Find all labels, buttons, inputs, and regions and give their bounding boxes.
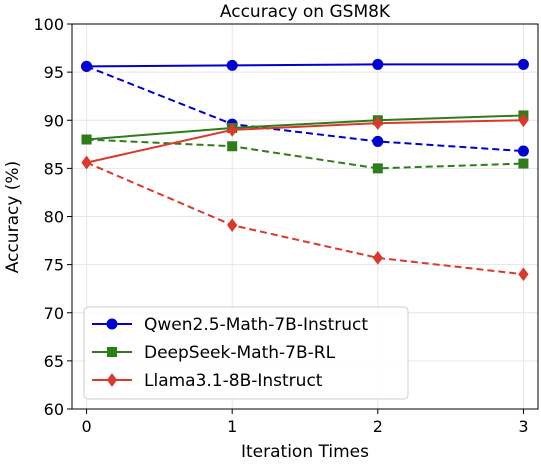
data-point-dashed: [517, 145, 529, 157]
legend-box: [83, 306, 409, 400]
plot-frame: [71, 23, 539, 410]
legend-entry: DeepSeek-Math-7B-RL: [92, 343, 336, 363]
legend: Qwen2.5-Math-7B-Instruct DeepSeek-Math-7B…: [83, 306, 409, 400]
axis-ticks: 60 65 70 75 80 85 90 95 100 0 1 2 3: [33, 15, 528, 436]
series-dashed-line: [86, 138, 524, 170]
y-tick-label: 80: [44, 208, 64, 227]
legend-marker: [106, 373, 118, 387]
y-axis-label: Accuracy (%): [3, 161, 23, 273]
legend-label: DeepSeek-Math-7B-RL: [144, 343, 336, 363]
series-llama3-1-8b-instruct: [81, 113, 529, 282]
y-tick-label: 85: [44, 159, 64, 178]
y-tick-label: 100: [33, 15, 64, 34]
data-point-dashed: [372, 251, 383, 265]
data-point-dashed: [518, 267, 529, 282]
y-tick-label: 60: [44, 400, 64, 419]
data-point-solid: [372, 116, 383, 130]
data-point-solid: [372, 58, 384, 70]
series-dashed-line: [86, 65, 524, 153]
data-point-solid: [227, 123, 238, 137]
y-tick-label: 75: [44, 256, 64, 275]
x-tick-label: 3: [518, 417, 528, 436]
legend-label: Llama3.1-8B-Instruct: [144, 371, 323, 391]
legend-entry: Qwen2.5-Math-7B-Instruct: [92, 315, 368, 335]
series-dashed-line: [86, 161, 524, 276]
data-point-dashed: [372, 163, 383, 174]
data-point-solid: [518, 113, 529, 128]
x-tick-label: 2: [373, 417, 383, 436]
legend-label: Qwen2.5-Math-7B-Instruct: [144, 315, 368, 335]
legend-entry: Llama3.1-8B-Instruct: [92, 371, 323, 391]
legend-marker: [106, 318, 118, 330]
data-point-dashed: [518, 158, 529, 169]
y-tick-label: 70: [44, 304, 64, 323]
series-qwen2-5-math-7b-instruct: [81, 58, 529, 157]
data-point-solid: [81, 60, 93, 72]
x-axis-label: Iteration Times: [241, 442, 369, 460]
data-point-dashed: [227, 141, 238, 152]
x-tick-label: 0: [81, 417, 91, 436]
data-point-solid: [81, 134, 92, 145]
series-solid-line: [86, 119, 524, 164]
data-point-solid: [517, 58, 529, 70]
data-point-solid: [81, 155, 92, 170]
data-point-dashed: [372, 135, 384, 147]
y-tick-label: 95: [44, 63, 64, 82]
legend-marker: [107, 347, 117, 357]
data-point-solid: [226, 59, 238, 71]
y-tick-label: 90: [44, 111, 64, 130]
series-lines: [81, 58, 529, 282]
series-solid-line: [86, 114, 524, 141]
series-solid-line: [86, 63, 524, 68]
chart-title: Accuracy on GSM8K: [220, 2, 391, 22]
x-tick-label: 1: [227, 417, 237, 436]
y-tick-label: 65: [44, 352, 64, 371]
data-point-dashed: [227, 218, 238, 232]
